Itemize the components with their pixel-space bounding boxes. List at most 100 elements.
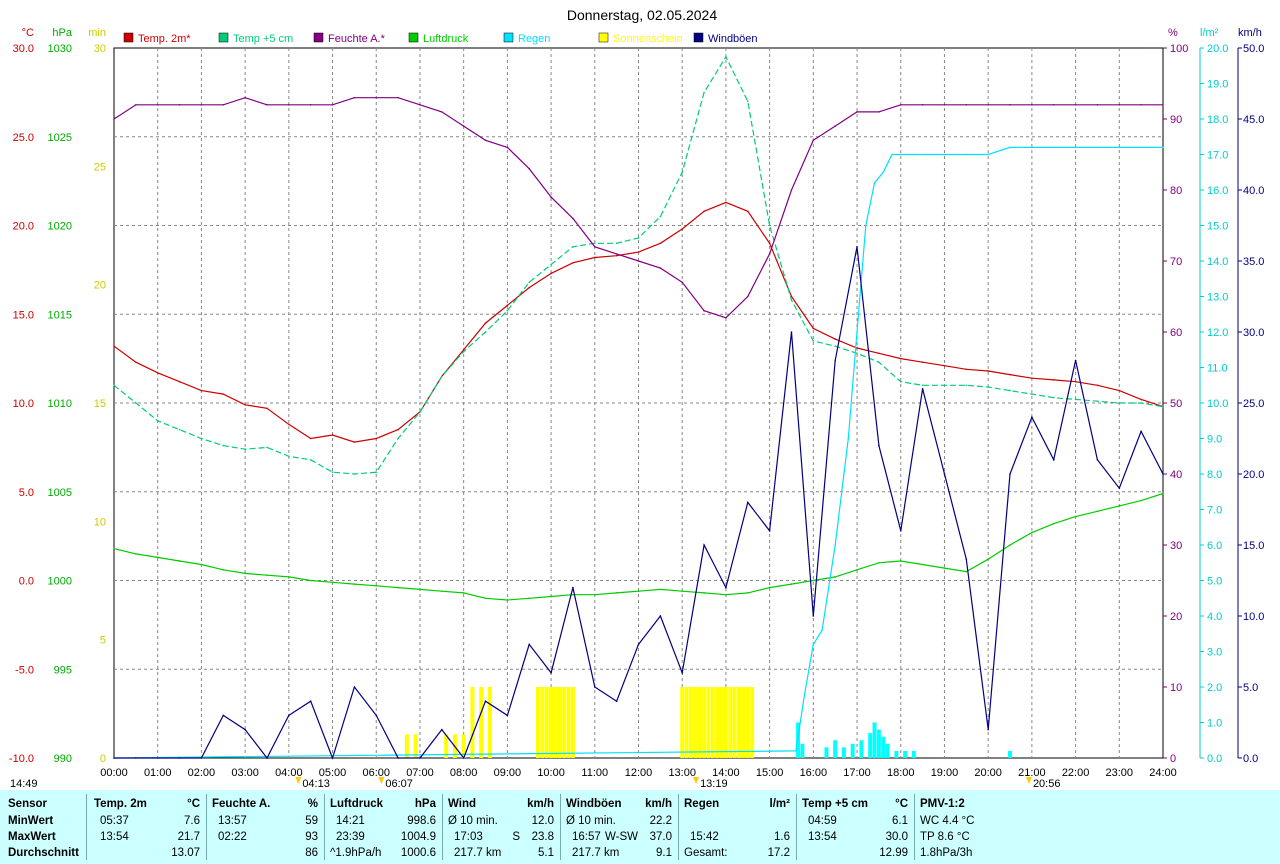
x-tick-label: 02:00 <box>188 767 216 779</box>
series-point <box>873 182 876 184</box>
series-point <box>375 437 378 440</box>
series-point <box>856 347 858 349</box>
series-point <box>550 595 552 598</box>
bar-sonnenschein <box>487 687 492 758</box>
time-marker-label: 04:13 <box>302 778 330 790</box>
series-point <box>1162 473 1164 475</box>
temp5cm-min: 6.1 <box>892 815 908 827</box>
wind-tick-label: 0.0 <box>1243 753 1258 765</box>
stats-humidity-column: Feuchte A.% 13:57 59 02:22 93 86 <box>212 790 318 864</box>
series-point <box>419 411 421 413</box>
series-point <box>899 153 902 156</box>
series-point <box>681 590 684 592</box>
legend-label: Regen <box>518 33 550 45</box>
humidity-tick-label: 20 <box>1170 611 1182 623</box>
series-point <box>1009 389 1011 392</box>
series-point <box>1118 402 1121 404</box>
time-marker-label: 20:56 <box>1033 778 1061 790</box>
series-point <box>200 437 203 440</box>
stats-temp5cm-column: Temp +5 cm °C 04:59 6.1 13:54 30.0 12.99 <box>802 790 908 864</box>
bar-sonnenschein <box>750 687 755 758</box>
series-point <box>1140 499 1142 502</box>
series-point <box>1162 104 1164 106</box>
x-tick-label: 00:00 <box>100 767 128 779</box>
wind-max-dir: S <box>512 831 520 843</box>
rain-tick-label: 16.0 <box>1207 185 1228 197</box>
sensor-durchschnitt: Durchschnitt <box>8 847 79 859</box>
series-point <box>572 217 574 220</box>
rain-tick-label: 1.0 <box>1207 718 1222 730</box>
rain-tick-label: 9.0 <box>1207 434 1222 446</box>
series-point <box>156 104 159 106</box>
temp-tick-label: -5.0 <box>15 664 34 676</box>
x-tick-label: 23:00 <box>1106 767 1134 779</box>
series-point <box>803 693 806 695</box>
series-point <box>921 384 924 387</box>
series-point <box>1118 487 1121 490</box>
series-point <box>899 357 902 360</box>
sunshine-tick-label: 15 <box>94 398 106 410</box>
series-point <box>266 574 268 576</box>
series-point <box>965 104 968 106</box>
bar-sonnenschein <box>715 687 720 758</box>
bar-regen <box>800 743 805 758</box>
sensor-header: Sensor <box>8 798 47 810</box>
legend-swatch <box>218 32 229 43</box>
series-point <box>572 593 574 596</box>
legend-swatch <box>408 32 419 43</box>
series-point <box>834 359 836 362</box>
series-point <box>222 444 225 447</box>
series-point <box>135 757 137 759</box>
series-point <box>795 750 797 752</box>
series-point <box>331 581 334 584</box>
humidity-tick-label: 100 <box>1170 43 1188 55</box>
x-tick-label: 13:00 <box>668 767 696 779</box>
legend-swatch <box>313 32 324 43</box>
series-point <box>812 139 815 142</box>
series-point <box>768 224 771 227</box>
series-point <box>812 327 815 330</box>
rain-tick-label: 6.0 <box>1207 540 1222 552</box>
bar-sonnenschein <box>706 687 711 758</box>
series-point <box>462 757 465 759</box>
x-tick-label: 22:00 <box>1062 767 1090 779</box>
humidity-min-time: 13:57 <box>218 815 247 827</box>
series-point <box>397 428 399 431</box>
bar-sonnenschein <box>723 687 728 758</box>
series-point <box>987 153 989 156</box>
gusts-avg: 9.1 <box>656 847 672 859</box>
x-tick-label: 03:00 <box>231 767 259 779</box>
bar-regen <box>841 747 846 758</box>
series-point <box>878 561 880 564</box>
series-point <box>637 643 640 646</box>
series-point <box>244 96 246 99</box>
series-point <box>1009 104 1011 106</box>
temp5cm-max: 30.0 <box>885 831 908 843</box>
series-point <box>331 757 334 759</box>
series-point <box>244 448 246 450</box>
rain-tick-label: 4.0 <box>1207 611 1222 623</box>
series-point <box>397 96 399 99</box>
series-point <box>659 615 662 617</box>
sunshine-tick-label: 20 <box>94 280 106 292</box>
humidity-tick-label: 80 <box>1170 185 1182 197</box>
temp-tick-label: 5.0 <box>19 487 34 499</box>
time-marker-arrow <box>1025 777 1032 784</box>
series-point <box>615 242 618 245</box>
bar-sonnenschein <box>404 734 409 758</box>
series-point <box>222 714 225 717</box>
series-point <box>1162 146 1164 149</box>
bar-sonnenschein <box>728 687 733 758</box>
pressure-tick-label: 1020 <box>48 221 72 233</box>
series-point <box>1140 398 1142 401</box>
bar-sonnenschein <box>553 687 558 758</box>
rain-unit-label: l/m² <box>1200 27 1219 39</box>
temp5cm-max-time: 13:54 <box>808 831 837 843</box>
bar-sonnenschein <box>566 687 571 758</box>
rain-tick-label: 18.0 <box>1207 114 1228 126</box>
series-point <box>864 224 867 227</box>
series-point <box>921 388 924 390</box>
temp-tick-label: 15.0 <box>13 309 34 321</box>
series-point <box>113 118 115 120</box>
series-point <box>135 361 137 363</box>
